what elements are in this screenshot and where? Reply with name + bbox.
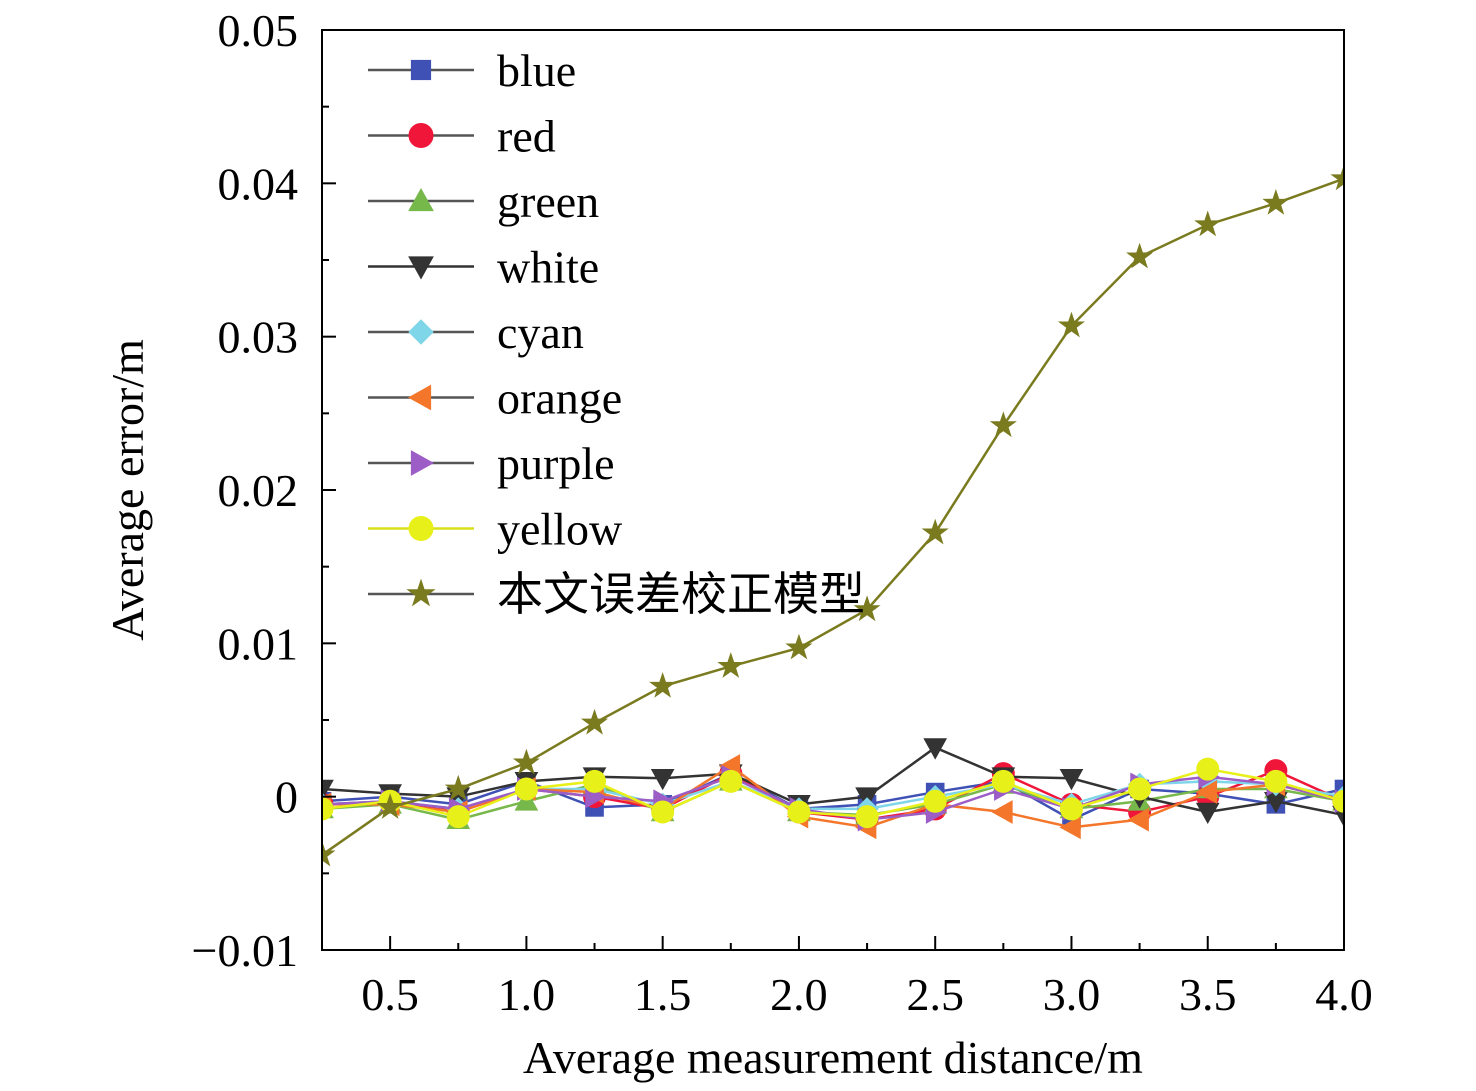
y-tick-label: 0.03 [218, 312, 299, 363]
data-point [1128, 777, 1152, 801]
series-line [322, 764, 1344, 829]
data-point [787, 800, 811, 824]
data-point [1126, 242, 1154, 269]
series-9 [322, 164, 1344, 867]
x-tick-label: 3.5 [1179, 969, 1237, 1020]
legend-item: purple [368, 438, 615, 489]
data-point [322, 840, 336, 867]
data-point [583, 769, 607, 793]
series-line [322, 746, 1344, 817]
legend-marker [407, 384, 432, 411]
data-point [1127, 807, 1149, 832]
legend: blue red green white cyan orange purple yellow 本… [368, 45, 865, 620]
data-point [855, 805, 879, 829]
data-point [1194, 210, 1222, 237]
y-tick-label: 0.01 [218, 618, 299, 669]
legend-item: blue [368, 45, 576, 96]
x-tick-label: 1.0 [498, 969, 556, 1020]
x-tick-label: 2.0 [770, 969, 828, 1020]
data-point [651, 800, 675, 824]
data-point [1059, 797, 1083, 821]
series-line [322, 767, 1344, 818]
legend-marker [408, 187, 434, 212]
data-point [717, 652, 745, 678]
y-tick-label: −0.01 [192, 925, 298, 976]
legend-item: white [368, 242, 599, 293]
legend-label: green [497, 176, 599, 227]
plot-frame [321, 29, 1345, 951]
y-tick-label: 0.05 [218, 5, 299, 56]
y-tick-label: 0.02 [218, 465, 299, 516]
data-point [1195, 802, 1220, 825]
data-point [1059, 815, 1081, 840]
data-point [514, 777, 538, 801]
data-point [1059, 768, 1084, 791]
data-point [1195, 780, 1218, 804]
legend-item: green [368, 176, 599, 227]
legend-item: 本文误差校正模型 [368, 569, 865, 620]
legend-item: orange [368, 373, 622, 424]
legend-marker [408, 319, 434, 345]
legend-item: cyan [368, 307, 584, 358]
data-point [322, 779, 334, 802]
data-point [989, 411, 1017, 438]
legend-label: white [497, 242, 599, 293]
data-point [719, 769, 743, 793]
legend-item: yellow [368, 504, 623, 555]
legend-label: red [497, 111, 556, 162]
legend-label: yellow [497, 504, 623, 555]
data-point [1332, 789, 1344, 813]
series-8 [322, 757, 1344, 829]
y-tick-label: 0 [275, 772, 298, 823]
data-point [853, 595, 881, 622]
legend-label: purple [497, 438, 615, 489]
data-point [1264, 769, 1288, 793]
legend-marker [406, 578, 436, 607]
series-line [322, 772, 1344, 822]
series-line [322, 177, 1344, 856]
legend-marker [410, 59, 432, 81]
legend-label: 本文误差校正模型 [497, 569, 865, 620]
x-tick-label: 1.5 [634, 969, 692, 1020]
ticks-layer: 0.5 1.0 1.5 2.0 2.5 3.0 3.5 4.0 −0.01 0 0.01 0.02 0.… [192, 5, 1373, 1020]
data-point [1330, 164, 1344, 191]
data-point [1057, 311, 1085, 338]
x-tick-label: 4.0 [1315, 969, 1373, 1020]
legend-marker [408, 516, 434, 541]
data-point [650, 768, 675, 791]
data-point [991, 800, 1013, 824]
x-axis-title: Average measurement distance/m [523, 1032, 1143, 1083]
x-tick-label: 3.0 [1043, 969, 1101, 1020]
x-tick-label: 2.5 [906, 969, 964, 1020]
series-layer [322, 164, 1344, 867]
legend-marker [408, 123, 434, 148]
legend-label: blue [497, 45, 576, 96]
y-axis-title: Average error/m [102, 339, 153, 641]
legend-marker [408, 256, 434, 280]
legend-label: orange [497, 373, 622, 424]
data-point [923, 738, 948, 760]
legend-marker [410, 450, 435, 476]
data-point [322, 797, 334, 821]
data-point [512, 748, 540, 775]
legend-item: red [368, 111, 556, 162]
data-point [991, 769, 1015, 793]
data-point [1196, 757, 1220, 781]
y-tick-label: 0.04 [218, 158, 299, 209]
data-point [649, 672, 677, 698]
data-point [921, 518, 949, 545]
legend-label: cyan [497, 307, 584, 358]
data-point [923, 789, 947, 813]
data-point [785, 633, 813, 660]
data-point [444, 774, 472, 801]
data-point [376, 793, 404, 819]
data-point [581, 708, 609, 735]
x-tick-label: 0.5 [361, 969, 419, 1020]
data-point [1262, 189, 1290, 215]
data-point [446, 805, 470, 829]
